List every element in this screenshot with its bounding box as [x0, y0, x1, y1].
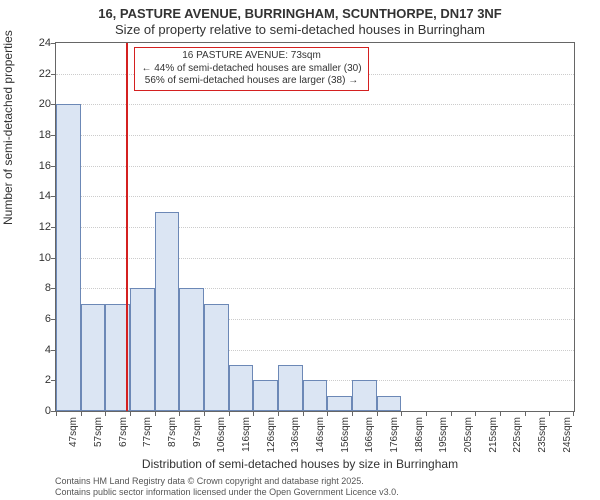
x-tick-mark [204, 411, 205, 416]
histogram-bar [303, 380, 328, 411]
x-tick-mark [426, 411, 427, 416]
x-tick-mark [401, 411, 402, 416]
y-tick-mark [51, 74, 56, 75]
histogram-bar [81, 304, 106, 411]
gridline [56, 227, 574, 228]
x-tick-mark [500, 411, 501, 416]
gridline [56, 196, 574, 197]
y-tick-label: 16 [26, 160, 51, 172]
y-tick-label: 18 [26, 129, 51, 141]
annotation-line1: 16 PASTURE AVENUE: 73sqm [141, 50, 361, 63]
x-tick-mark [352, 411, 353, 416]
x-tick-mark [377, 411, 378, 416]
x-tick-mark [327, 411, 328, 416]
histogram-bar [179, 288, 204, 411]
gridline [56, 104, 574, 105]
y-tick-label: 14 [26, 190, 51, 202]
title-line2: Size of property relative to semi-detach… [0, 22, 600, 38]
histogram-bar [130, 288, 155, 411]
x-tick-mark [130, 411, 131, 416]
histogram-bar [253, 380, 278, 411]
title-block: 16, PASTURE AVENUE, BURRINGHAM, SCUNTHOR… [0, 0, 600, 39]
x-tick-mark [155, 411, 156, 416]
x-tick-mark [229, 411, 230, 416]
footer-note: Contains HM Land Registry data © Crown c… [55, 476, 399, 498]
histogram-bar [377, 396, 402, 411]
y-tick-label: 12 [26, 221, 51, 233]
x-tick-mark [525, 411, 526, 416]
histogram-bar [327, 396, 352, 411]
gridline [56, 135, 574, 136]
x-tick-mark [253, 411, 254, 416]
x-tick-mark [278, 411, 279, 416]
histogram-bar [56, 104, 81, 411]
annotation-line2: ← 44% of semi-detached houses are smalle… [141, 63, 361, 76]
gridline [56, 258, 574, 259]
y-tick-label: 4 [26, 344, 51, 356]
histogram-bar [229, 365, 254, 411]
chart-container: 16, PASTURE AVENUE, BURRINGHAM, SCUNTHOR… [0, 0, 600, 500]
x-tick-mark [179, 411, 180, 416]
gridline [56, 166, 574, 167]
histogram-bar [278, 365, 303, 411]
footer-line1: Contains HM Land Registry data © Crown c… [55, 476, 399, 487]
y-tick-label: 22 [26, 68, 51, 80]
y-tick-label: 6 [26, 313, 51, 325]
y-axis-label: Number of semi-detached properties [1, 30, 15, 225]
annotation-box: 16 PASTURE AVENUE: 73sqm← 44% of semi-de… [134, 47, 368, 91]
x-tick-mark [105, 411, 106, 416]
x-tick-mark [303, 411, 304, 416]
x-tick-mark [573, 411, 574, 416]
y-tick-label: 2 [26, 374, 51, 386]
annotation-line3: 56% of semi-detached houses are larger (… [141, 75, 361, 88]
plot-area: 02468101214161820222447sqm57sqm67sqm77sq… [55, 42, 575, 412]
histogram-bar [204, 304, 229, 411]
histogram-bar [155, 212, 180, 411]
x-tick-mark [475, 411, 476, 416]
histogram-bar [352, 380, 377, 411]
title-line1: 16, PASTURE AVENUE, BURRINGHAM, SCUNTHOR… [0, 6, 600, 22]
marker-line [126, 43, 128, 411]
x-tick-mark [451, 411, 452, 416]
y-tick-label: 10 [26, 252, 51, 264]
x-tick-mark [549, 411, 550, 416]
x-tick-mark [56, 411, 57, 416]
y-tick-label: 0 [26, 405, 51, 417]
y-tick-label: 24 [26, 37, 51, 49]
footer-line2: Contains public sector information licen… [55, 487, 399, 498]
y-tick-label: 8 [26, 282, 51, 294]
y-tick-label: 20 [26, 98, 51, 110]
y-tick-mark [51, 43, 56, 44]
x-tick-mark [81, 411, 82, 416]
x-axis-label: Distribution of semi-detached houses by … [0, 457, 600, 471]
